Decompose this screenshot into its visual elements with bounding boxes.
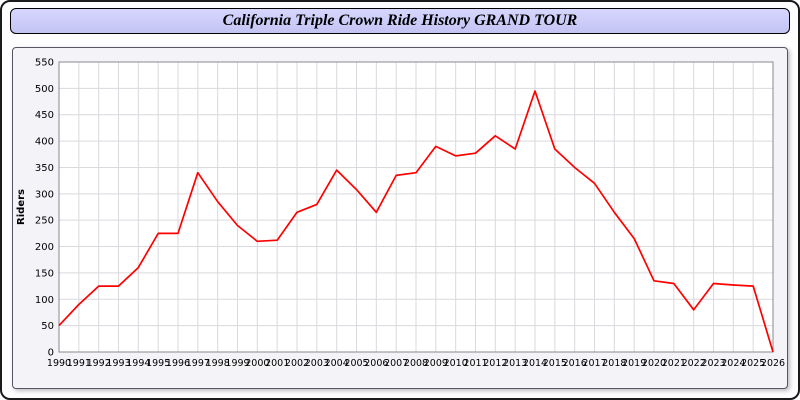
- svg-text:2015: 2015: [543, 358, 567, 369]
- svg-text:2020: 2020: [642, 358, 666, 369]
- svg-text:2001: 2001: [265, 358, 289, 369]
- svg-text:450: 450: [35, 110, 54, 121]
- svg-text:1999: 1999: [225, 358, 249, 369]
- svg-text:1993: 1993: [106, 358, 130, 369]
- svg-text:2019: 2019: [622, 358, 646, 369]
- svg-text:2017: 2017: [582, 358, 606, 369]
- svg-text:2007: 2007: [384, 358, 408, 369]
- svg-text:1994: 1994: [126, 358, 150, 369]
- title-bar: California Triple Crown Ride History GRA…: [10, 8, 790, 34]
- svg-text:1998: 1998: [206, 358, 230, 369]
- svg-text:550: 550: [35, 58, 54, 69]
- gridlines: [58, 61, 774, 353]
- ride-history-chart: 0501001502002503003504004505005501990199…: [16, 58, 785, 370]
- svg-text:200: 200: [35, 242, 54, 253]
- svg-text:2018: 2018: [602, 358, 626, 369]
- riders-series-line: [58, 90, 774, 353]
- svg-text:2006: 2006: [364, 358, 388, 369]
- svg-text:300: 300: [35, 189, 54, 200]
- y-axis-title: Riders: [16, 189, 27, 225]
- svg-text:50: 50: [41, 321, 54, 332]
- svg-text:2025: 2025: [741, 358, 765, 369]
- svg-text:2023: 2023: [701, 358, 725, 369]
- svg-text:0: 0: [48, 348, 54, 359]
- svg-text:1991: 1991: [67, 358, 91, 369]
- plot-border: [58, 61, 774, 353]
- y-axis-labels: 0 50 100 150 200 250 300 350 400 450 500 550: [35, 58, 54, 359]
- svg-text:2013: 2013: [503, 358, 527, 369]
- svg-text:1996: 1996: [166, 358, 190, 369]
- page-title: California Triple Crown Ride History GRA…: [222, 12, 578, 29]
- svg-text:150: 150: [35, 268, 54, 279]
- svg-text:2004: 2004: [325, 358, 349, 369]
- x-axis-labels: 1990199119921993199419951996199719981999…: [47, 358, 785, 369]
- svg-text:2005: 2005: [344, 358, 368, 369]
- svg-text:2002: 2002: [285, 358, 309, 369]
- svg-text:400: 400: [35, 137, 54, 148]
- svg-text:500: 500: [35, 84, 54, 95]
- svg-text:2012: 2012: [483, 358, 507, 369]
- svg-text:2010: 2010: [444, 358, 468, 369]
- svg-text:2016: 2016: [563, 358, 587, 369]
- svg-text:2009: 2009: [424, 358, 448, 369]
- svg-text:2026: 2026: [761, 358, 785, 369]
- svg-text:100: 100: [35, 295, 54, 306]
- chart-panel: 0 50 100 150 200 250 300 350 400 450 500 550 1990 199…: [12, 47, 788, 389]
- svg-text:350: 350: [35, 163, 54, 174]
- svg-text:2022: 2022: [682, 358, 706, 369]
- svg-text:2024: 2024: [721, 358, 745, 369]
- svg-text:2003: 2003: [305, 358, 329, 369]
- svg-text:1990: 1990: [47, 358, 71, 369]
- svg-text:2021: 2021: [662, 358, 686, 369]
- svg-text:2000: 2000: [245, 358, 269, 369]
- svg-text:2008: 2008: [404, 358, 428, 369]
- svg-text:1997: 1997: [186, 358, 210, 369]
- svg-text:1995: 1995: [146, 358, 170, 369]
- svg-text:1992: 1992: [87, 358, 111, 369]
- svg-text:2011: 2011: [463, 358, 487, 369]
- svg-text:2014: 2014: [523, 358, 547, 369]
- svg-text:250: 250: [35, 216, 54, 227]
